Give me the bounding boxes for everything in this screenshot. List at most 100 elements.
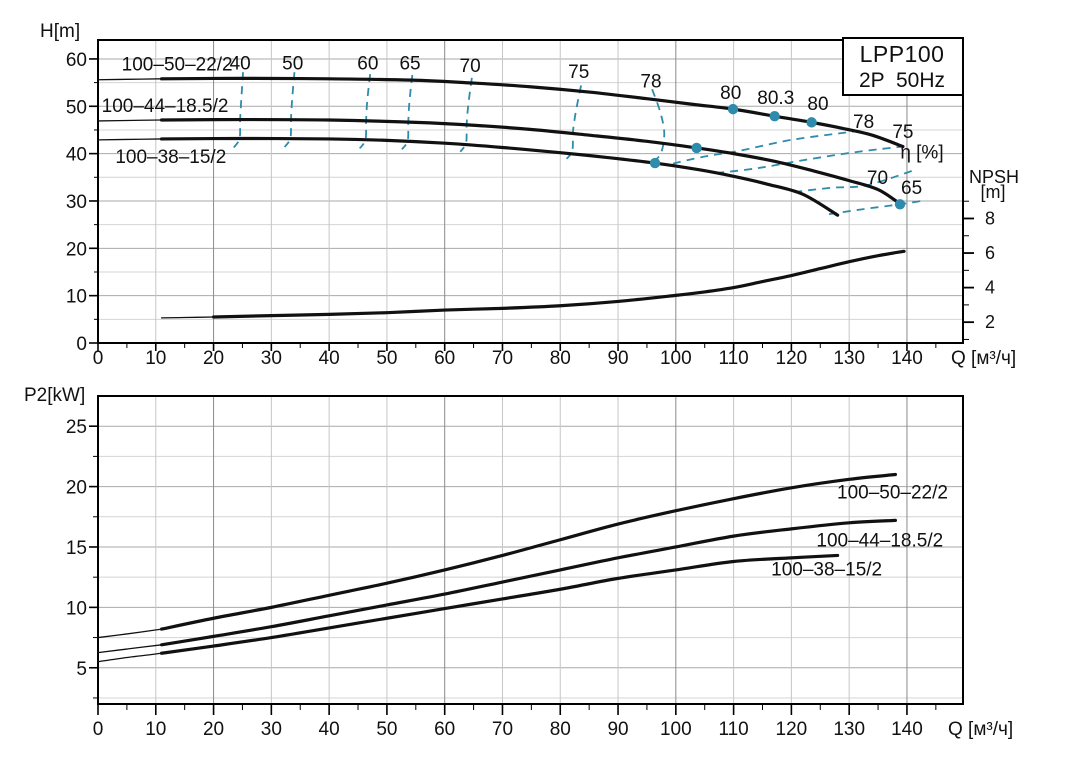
npsh-axis-unit: [m] — [981, 182, 1006, 202]
curve-NPSH — [211, 249, 906, 319]
x-tick-label: 20 — [203, 719, 224, 740]
curve-lead-100–38–15/2 — [97, 138, 163, 141]
bep-marker-78.1 — [691, 142, 702, 154]
efficiency-label: 80.3 — [757, 88, 794, 109]
x-tick-label: 130 — [833, 348, 865, 369]
efficiency-label: 70 — [460, 56, 481, 77]
curve-lead-NPSH — [160, 316, 215, 319]
y-tick-label: 60 — [66, 50, 87, 71]
efficiency-label: 78 — [640, 72, 661, 93]
curve-100–38–15/2 — [159, 136, 840, 217]
y-tick-label: 20 — [66, 239, 87, 260]
x-tick-label: 10 — [145, 719, 166, 740]
y-tick-label: 5 — [76, 659, 87, 680]
efficiency-label: 65 — [901, 178, 922, 199]
p2-x-axis-title: Q [м³/ч] — [948, 719, 1013, 740]
x-tick-label: 60 — [434, 348, 455, 369]
curve-100–50–22/2 — [159, 76, 905, 149]
curve-100–44–18.5/2 — [159, 518, 897, 647]
bep-marker-80.3 — [769, 111, 780, 122]
model-label: 100–38–15/2 — [115, 147, 226, 168]
x-tick-label: 80 — [550, 348, 571, 369]
iso-efficiency-contour-50 — [283, 72, 296, 148]
poles-frequency: 2P 50Hz — [859, 69, 945, 92]
y-tick-label: 10 — [66, 287, 87, 308]
bep-marker-65 — [894, 199, 906, 210]
x-tick-label: 0 — [93, 348, 104, 369]
iso-efficiency-contour-40 — [233, 72, 244, 149]
iso-efficiency-contour-78R — [672, 130, 856, 165]
x-tick-label: 20 — [203, 348, 224, 369]
x-tick-label: 0 — [93, 719, 104, 740]
x-tick-label: 80 — [550, 719, 571, 740]
x-tick-label: 60 — [434, 719, 455, 740]
curve-100–50–22/2 — [159, 472, 897, 631]
x-tick-label: 70 — [492, 719, 513, 740]
curve-lead-100–38–15/2 — [97, 652, 163, 663]
efficiency-label: 75 — [568, 62, 589, 83]
x-tick-label: 30 — [261, 348, 282, 369]
bep-marker-80 — [727, 103, 739, 115]
x-tick-label: 140 — [891, 348, 923, 369]
curve-lead-100–44–18.5/2 — [97, 644, 163, 654]
y-tick-label: 0 — [76, 334, 87, 355]
x-tick-label: 110 — [718, 348, 748, 369]
bep-marker-80 — [806, 117, 817, 128]
curve-100–38–15/2 — [159, 553, 840, 655]
efficiency-label: η [%] — [900, 143, 943, 164]
x-tick-label: 120 — [776, 348, 808, 369]
model-label: 100–38–15/2 — [771, 560, 882, 581]
x-tick-label: 90 — [607, 719, 628, 740]
x-tick-label: 10 — [145, 348, 166, 369]
efficiency-label: 80 — [720, 83, 741, 104]
y-tick-label: 25 — [66, 417, 87, 438]
x-tick-label: 50 — [376, 348, 397, 369]
model-label: 100–44–18.5/2 — [102, 96, 229, 117]
model-label: 100–50–22/2 — [122, 55, 233, 76]
iso-efficiency-contour-75 — [565, 85, 582, 160]
x-tick-label: 40 — [319, 348, 340, 369]
p2-y-axis-title: P2[kW] — [24, 385, 85, 406]
npsh-tick-label: 6 — [985, 243, 995, 263]
efficiency-label: 78 — [853, 112, 874, 133]
x-tick-label: 70 — [492, 348, 513, 369]
efficiency-label: 75 — [892, 122, 913, 143]
npsh-axis-title: NPSH — [969, 167, 1019, 187]
efficiency-label: 60 — [357, 54, 378, 75]
model-label: 100–50–22/2 — [837, 482, 948, 503]
y-tick-label: 40 — [66, 145, 87, 166]
curve-lead-100–50–22/2 — [97, 628, 163, 639]
x-tick-label: 40 — [319, 719, 340, 740]
hq-x-axis-title: Q [м³/ч] — [951, 348, 1016, 369]
curve-100–44–18.5/2 — [159, 117, 902, 206]
x-tick-label: 100 — [660, 719, 692, 740]
y-tick-label: 10 — [66, 598, 87, 619]
y-tick-label: 30 — [66, 192, 87, 213]
x-tick-label: 120 — [776, 719, 808, 740]
x-tick-label: 90 — [607, 348, 628, 369]
iso-efficiency-contour-78 — [651, 88, 666, 163]
iso-efficiency-contour-70 — [459, 77, 473, 153]
curve-lead-100–44–18.5/2 — [97, 119, 163, 122]
title-box-border — [842, 37, 964, 96]
x-tick-label: 100 — [660, 348, 692, 369]
efficiency-label: 50 — [282, 53, 303, 74]
efficiency-label: 80 — [807, 94, 828, 115]
plot-frame — [97, 395, 964, 705]
p2-q-chart: 0 10 20 30 40 50 60 70 80 90 100 110 120 130 140 5 10 15 2… — [66, 395, 964, 740]
npsh-tick-label: 2 — [985, 312, 995, 332]
iso-efficiency-contour-70R — [794, 169, 914, 193]
curve-lead-100–50–22/2 — [97, 78, 163, 81]
npsh-tick-label: 4 — [985, 278, 995, 298]
x-tick-label: 30 — [261, 719, 282, 740]
efficiency-label: 65 — [399, 53, 420, 74]
title-box: LPP100 2P 50Hz — [842, 37, 964, 96]
iso-efficiency-contour-75R — [716, 145, 904, 174]
hq-y-axis-title: H[m] — [40, 21, 80, 42]
x-tick-label: 130 — [833, 719, 865, 740]
plot-frame — [97, 39, 964, 344]
y-tick-label: 50 — [66, 97, 87, 118]
x-tick-label: 110 — [718, 719, 748, 740]
bep-marker-78.2 — [649, 157, 661, 169]
